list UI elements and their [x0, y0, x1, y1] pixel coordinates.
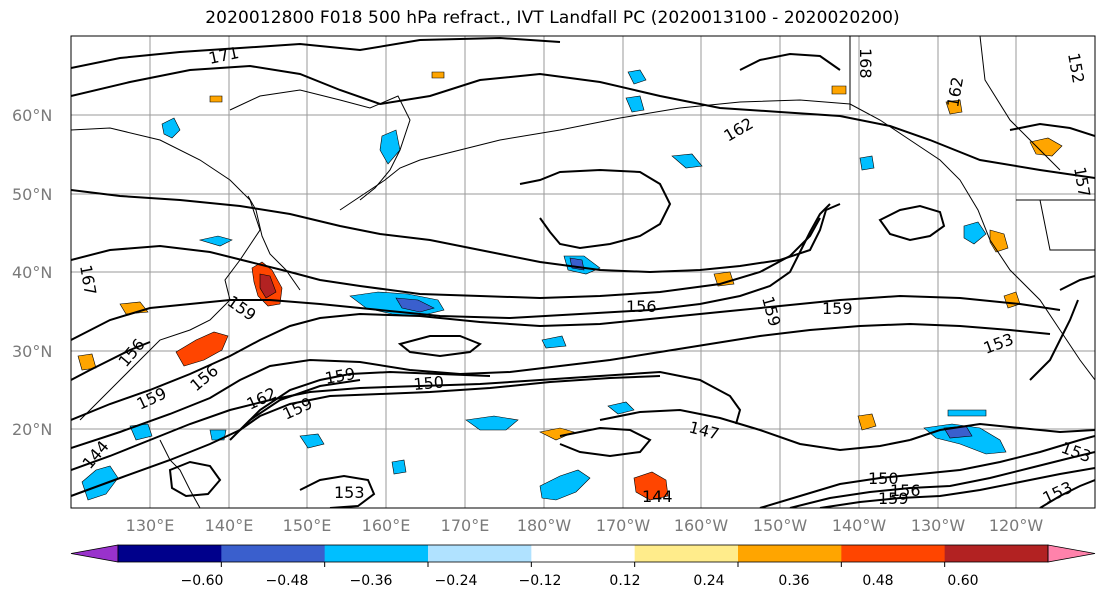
lon-label: 170°E	[441, 516, 490, 535]
colorbar-swatches	[70, 544, 1096, 563]
colorbar-tick-label: −0.24	[435, 573, 478, 589]
lon-label: 180°W	[517, 516, 572, 535]
lon-label: 150°W	[753, 516, 808, 535]
latitude-labels: 60°N 50°N 40°N 30°N 20°N	[12, 106, 52, 439]
contour-label: 153	[334, 483, 365, 502]
lon-label: 160°W	[674, 516, 729, 535]
colorbar-tick-label: 0.12	[609, 573, 640, 589]
lon-label: 160°E	[362, 516, 411, 535]
map-title: 2020012800 F018 500 hPa refract., IVT La…	[205, 8, 900, 28]
colorbar-extend-low	[70, 544, 119, 563]
contour-label: 144	[642, 487, 673, 506]
lon-label: 130°E	[126, 516, 175, 535]
colorbar-tick-label: −0.48	[266, 573, 309, 589]
colorbar-tick-label: 0.24	[693, 573, 724, 589]
gridlines	[71, 36, 1095, 508]
colorbar-extend-high	[1047, 544, 1096, 563]
lon-label: 140°E	[205, 516, 254, 535]
colorbar: −0.60 −0.48 −0.36 −0.24 −0.12 0.12 0.24 …	[70, 544, 1096, 589]
lon-label: 130°W	[911, 516, 966, 535]
contour-label: 150	[413, 372, 445, 394]
colorbar-tick-label: −0.12	[519, 573, 562, 589]
colorbar-swatch	[324, 545, 429, 562]
colorbar-swatch	[221, 545, 326, 562]
contour-label: 159	[878, 489, 909, 508]
colorbar-tick-label: 0.36	[778, 573, 809, 589]
lat-label-20n: 20°N	[12, 420, 52, 439]
lat-label-40n: 40°N	[12, 263, 52, 282]
colorbar-tick-label: 0.48	[862, 573, 893, 589]
contour-label: 150	[868, 469, 899, 488]
shaded-anomalies	[77, 69, 1063, 501]
contour-label: 159	[822, 299, 853, 318]
contour-label: 168	[856, 48, 875, 79]
colorbar-swatch	[944, 545, 1049, 562]
lat-label-50n: 50°N	[12, 185, 52, 204]
colorbar-tick-labels: −0.60 −0.48 −0.36 −0.24 −0.12 0.12 0.24 …	[181, 573, 979, 589]
lon-label: 150°E	[283, 516, 332, 535]
lat-label-30n: 30°N	[12, 342, 52, 361]
colorbar-swatch	[841, 545, 946, 562]
colorbar-swatch	[531, 545, 636, 562]
colorbar-swatch	[634, 545, 739, 562]
colorbar-swatch	[428, 545, 532, 562]
colorbar-ticks	[220, 562, 946, 567]
colorbar-swatch	[738, 545, 842, 562]
longitude-labels: 130°E 140°E 150°E 160°E 170°E 180°W 170°…	[126, 516, 1044, 535]
colorbar-tick-label: 0.60	[947, 573, 978, 589]
colorbar-swatch	[118, 545, 222, 562]
contour-label: 156	[890, 481, 921, 500]
colorbar-tick-label: −0.36	[350, 573, 393, 589]
lat-label-60n: 60°N	[12, 106, 52, 125]
lon-label: 120°W	[989, 516, 1044, 535]
refractivity-contours	[71, 36, 1095, 508]
contour-label: 156	[626, 297, 657, 316]
colorbar-frame	[117, 544, 1049, 563]
lon-label: 170°W	[596, 516, 651, 535]
lon-label: 140°W	[832, 516, 887, 535]
colorbar-tick-label: −0.60	[181, 573, 224, 589]
map-frame	[70, 35, 1096, 509]
